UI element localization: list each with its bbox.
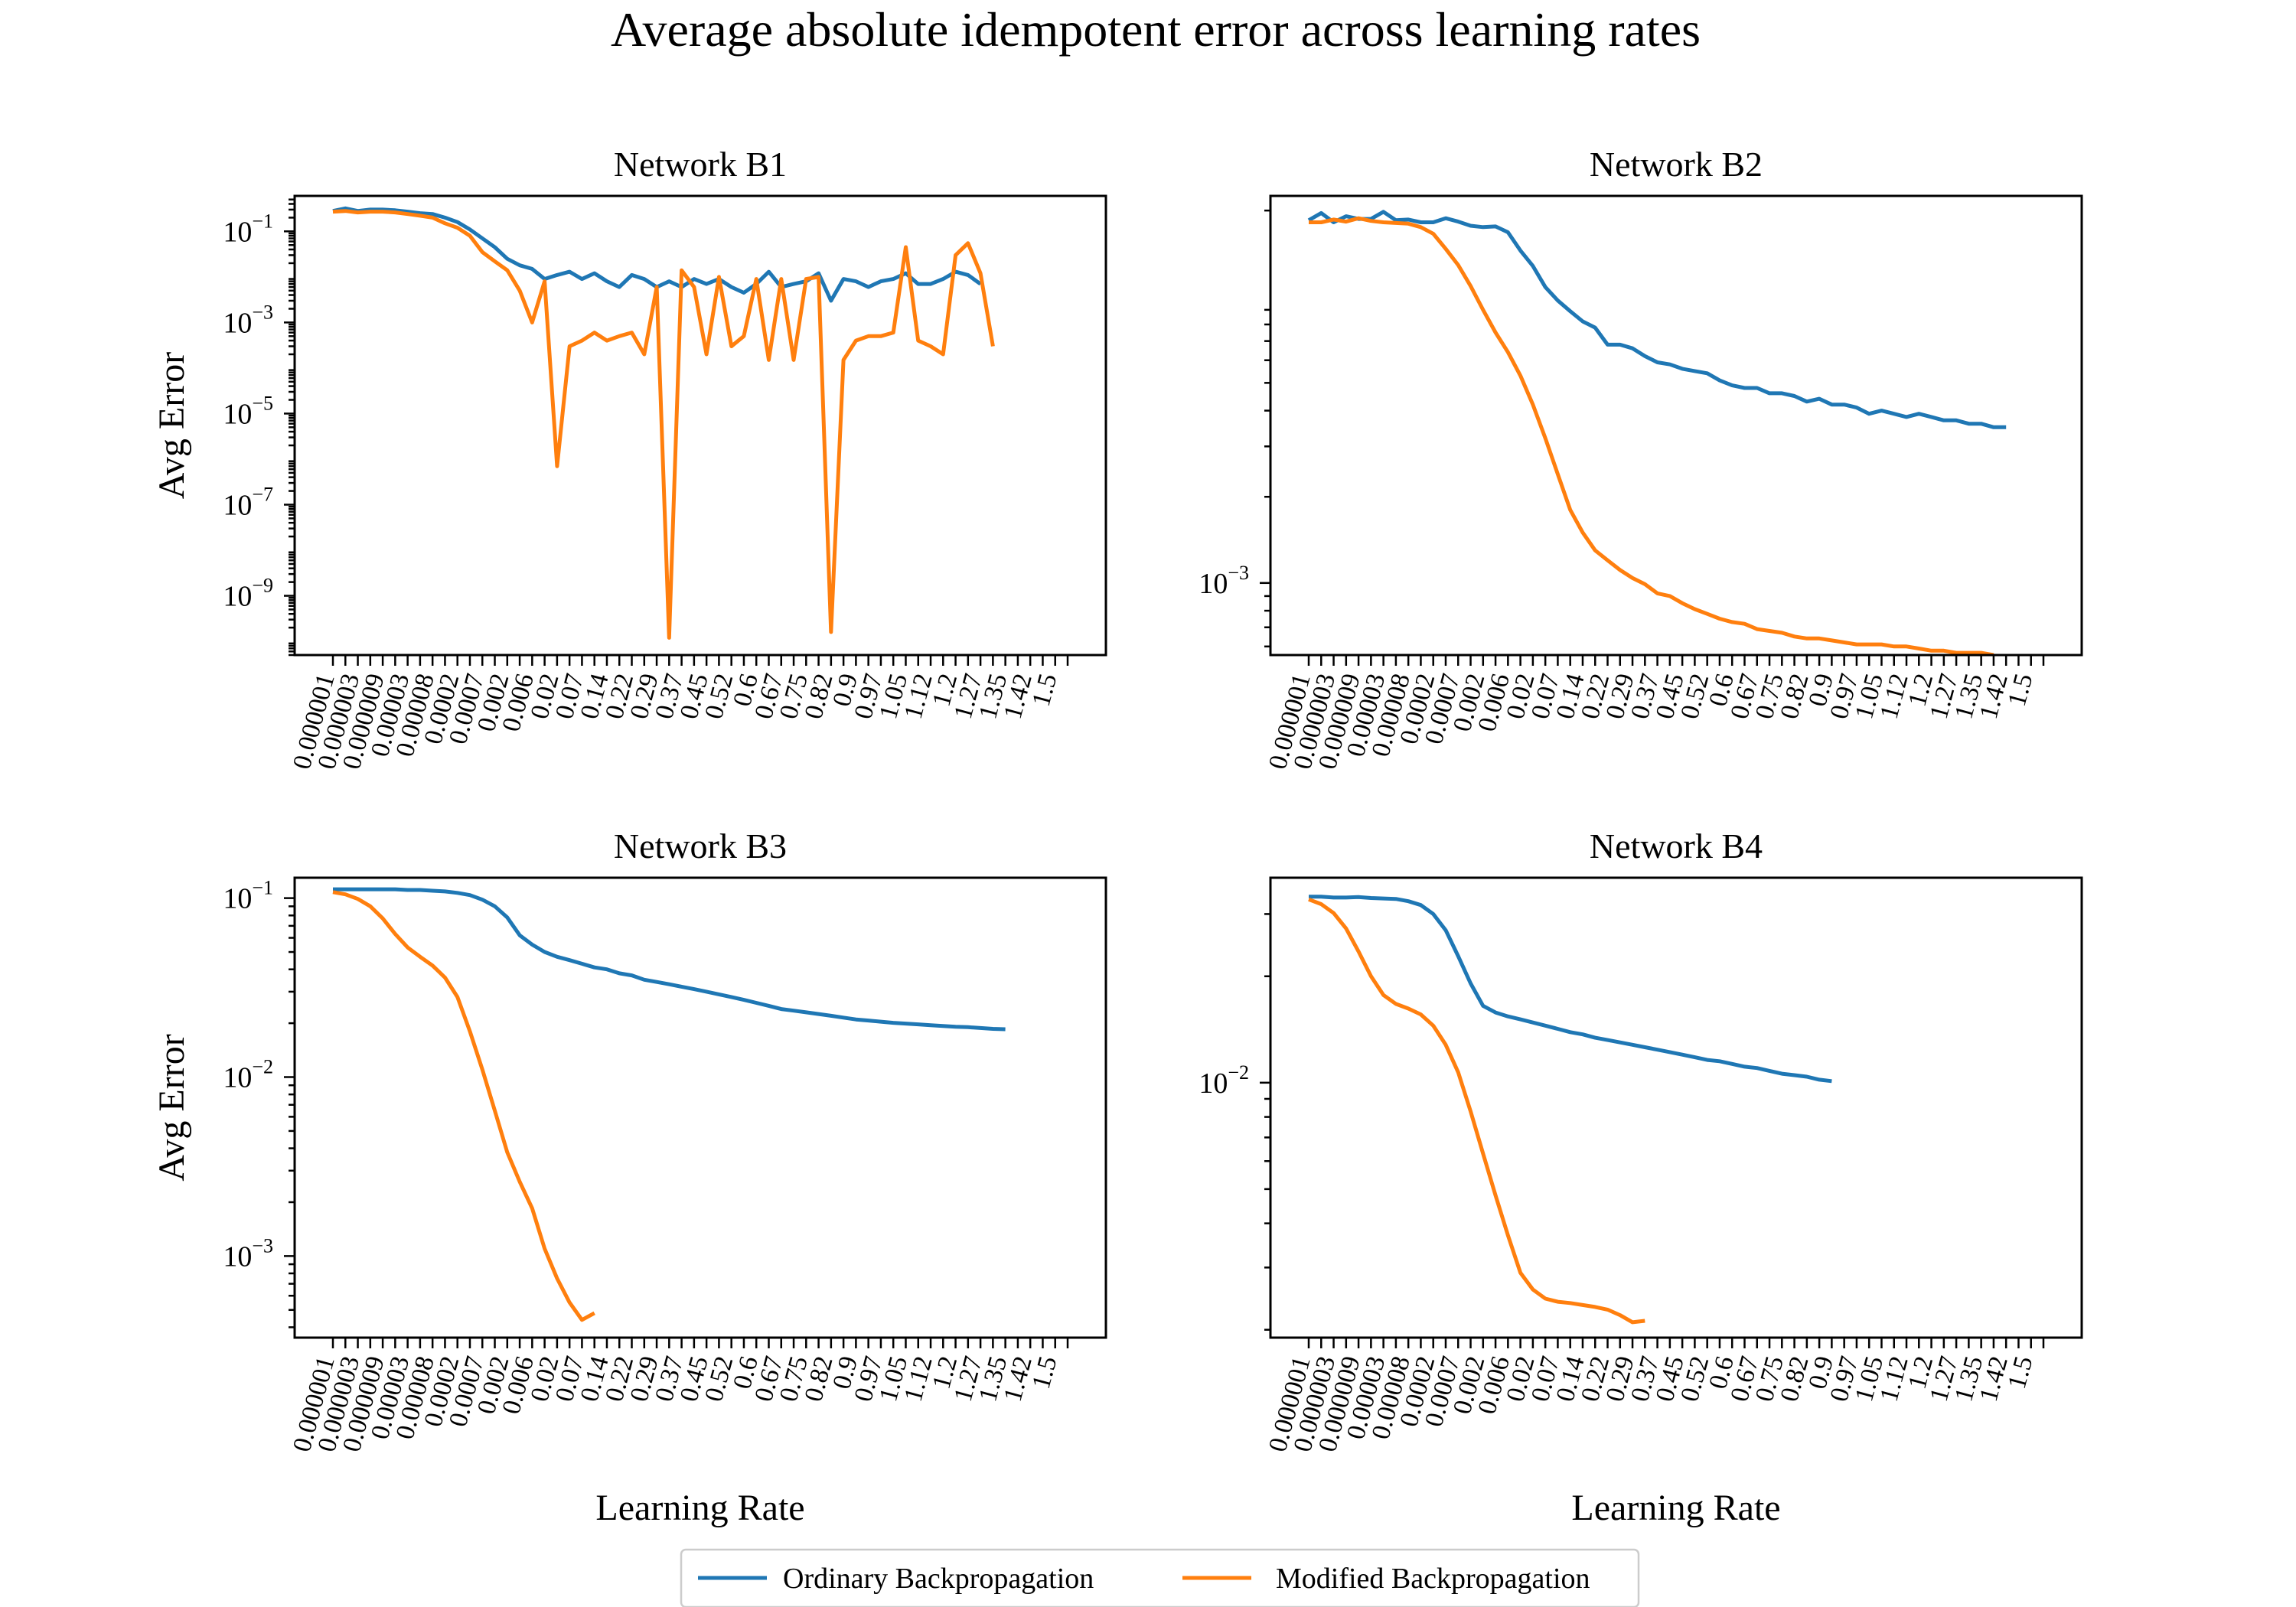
y-tick-label: 10−1 [223,877,273,915]
legend-label-ordinary: Ordinary Backpropagation [783,1563,1094,1595]
y-tick-label: 10−3 [223,1234,273,1273]
figure-title: Average absolute idempotent error across… [611,2,1701,57]
y-tick-label: 10−2 [223,1056,273,1094]
series-line-ordinary [333,887,1006,1032]
series-line-ordinary [1307,210,2007,429]
y-tick-label: 10−7 [223,483,273,521]
panel-3: Network B310−110−210−30.0000010.0000030.… [152,826,1107,1528]
panel-title: Network B2 [1590,145,1763,184]
legend-label-modified: Modified Backpropagation [1276,1563,1590,1595]
panel-4: Network B410−20.0000010.0000030.0000090.… [1199,826,2083,1528]
panel-title: Network B1 [614,145,787,184]
y-tick-label: 10−3 [1199,562,1249,600]
series-line-modified [1308,897,1645,1325]
series-line-modified [1309,216,1994,655]
series-line-modified [332,209,995,640]
plot-frame [293,194,1107,657]
legend: Ordinary Backpropagation Modified Backpro… [680,1548,1640,1607]
x-axis-label: Learning Rate [595,1488,804,1528]
y-tick-label: 10−3 [223,301,273,339]
y-tick-label: 10−2 [1199,1061,1249,1100]
panel-2: Network B210−30.0000010.0000030.0000090.… [1199,145,2083,772]
x-axis-label: Learning Rate [1571,1488,1780,1528]
panel-title: Network B3 [614,826,787,865]
y-tick-label: 10−5 [223,392,273,430]
plot-frame [1269,194,2083,657]
series-line-ordinary [1309,895,1832,1084]
y-axis-label: Avg Error [152,352,192,499]
legend-frame [680,1548,1640,1607]
series-line-modified [332,890,595,1322]
x-tick-label: 1.5 [1027,670,1063,709]
subplot-grid: Network B110−110−310−510−710−90.0000010.… [152,145,2083,1528]
plot-frame [1269,876,2083,1339]
x-tick-label: 1.5 [1027,1353,1063,1392]
y-tick-label: 10−9 [223,575,273,613]
x-tick-label: 1.5 [2003,670,2039,709]
y-axis-label: Avg Error [152,1034,192,1181]
plot-frame [293,876,1107,1339]
panel-1: Network B110−110−310−510−710−90.0000010.… [152,145,1107,772]
x-tick-label: 1.5 [2003,1353,2039,1392]
y-tick-label: 10−1 [223,210,273,248]
panel-title: Network B4 [1590,826,1763,865]
